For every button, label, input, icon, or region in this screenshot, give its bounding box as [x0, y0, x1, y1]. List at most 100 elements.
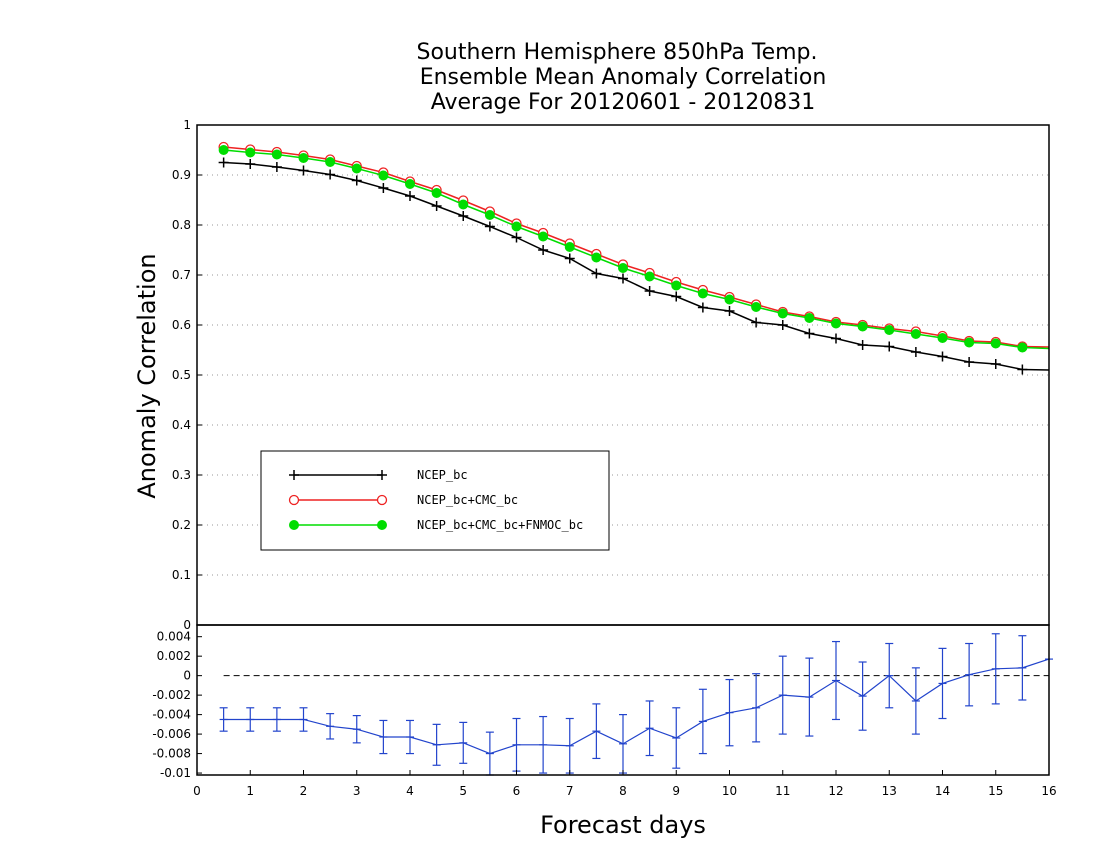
title-line-3: Average For 20120601 - 20120831 — [431, 90, 816, 115]
main-y-tick-labels: 0 0.1 0.2 0.3 0.4 0.5 0.6 0.7 0.8 0.9 1 — [172, 118, 202, 632]
x-axis-title: Forecast days — [540, 811, 706, 839]
x-tick-label: 12 — [828, 784, 843, 798]
series-1-point — [777, 320, 788, 330]
legend-label-1: NCEP_bc — [417, 468, 468, 482]
series-1-point — [671, 291, 682, 302]
main-panel: 0 0.1 0.2 0.3 0.4 0.5 0.6 0.7 0.8 0.9 1 — [172, 118, 1050, 632]
series-3-point — [591, 252, 602, 263]
main-y-tick-label: 0.1 — [172, 568, 191, 582]
legend-marker-2 — [288, 494, 300, 506]
series-3-point — [884, 325, 895, 335]
x-tick-label: 15 — [988, 784, 1003, 798]
series-3-point — [937, 333, 948, 343]
diff-y-tick-labels: 0.004 0.002 0 -0.002 -0.004 -0.006 -0.008 -0.01 — [152, 630, 202, 780]
series-3-point — [671, 280, 682, 291]
main-y-tick-label: 0.6 — [172, 318, 191, 332]
series-1-point — [884, 341, 895, 352]
series-1-point — [325, 169, 336, 180]
diff-y-tick-label: -0.004 — [152, 708, 191, 722]
title-line-1: Southern Hemisphere 850hPa Temp. — [417, 40, 818, 65]
series-line-2 — [223, 146, 1050, 348]
series-3-point — [271, 149, 282, 160]
series-3-point — [405, 179, 415, 189]
series-line-3 — [223, 149, 1050, 350]
title-line-2: Ensemble Mean Anomaly Correlation — [420, 65, 827, 90]
series-1-point — [724, 306, 735, 316]
series-1-point — [591, 268, 602, 279]
series-3-point — [724, 294, 735, 305]
series-3-point — [458, 199, 469, 210]
series-3-point — [751, 302, 762, 312]
legend-marker-1 — [377, 470, 387, 480]
series-1-point — [271, 162, 282, 172]
series-3-point — [618, 263, 628, 273]
legend-label-2: NCEP_bc+CMC_bc — [417, 493, 518, 507]
main-y-tick-label: 0.4 — [172, 418, 191, 432]
diff-y-tick-label: 0.004 — [157, 630, 191, 644]
series-3-point — [831, 318, 841, 329]
legend-marker-1 — [289, 470, 299, 480]
series-1-point — [351, 175, 362, 186]
diff-y-tick-label: -0.006 — [152, 727, 191, 741]
series-1-point — [378, 183, 389, 193]
series-1-point — [751, 317, 762, 328]
x-tick-label: 4 — [406, 784, 414, 798]
series-3-point — [298, 153, 309, 163]
x-tick-label: 10 — [722, 784, 737, 798]
series-1-point — [218, 157, 229, 168]
series-3-point — [564, 242, 575, 252]
main-y-tick-label: 1 — [183, 118, 191, 132]
series-1-point — [484, 221, 495, 232]
x-tick-label: 0 — [193, 784, 201, 798]
series-1-point — [831, 333, 841, 344]
series-1-point — [431, 201, 442, 211]
series-1-point — [697, 302, 708, 313]
main-y-tick-label: 0.8 — [172, 218, 191, 232]
series-3-point — [245, 147, 256, 158]
series-1-point — [1017, 364, 1028, 375]
diff-y-tick-label: 0.002 — [157, 649, 191, 663]
main-y-tick-label: 0.7 — [172, 268, 191, 282]
series-1-point — [405, 191, 415, 201]
series-1-point — [245, 159, 256, 169]
series-1-point — [538, 245, 549, 255]
x-axis-ticks: 0 1 2 3 4 5 6 7 8 9 10 11 12 13 14 15 16 — [193, 770, 1057, 798]
main-y-tick-label: 0.3 — [172, 468, 191, 482]
series-3-point — [538, 231, 549, 242]
series-1-point — [937, 351, 948, 362]
legend-items: NCEP_bc NCEP_bc+CMC_bc NCEP_bc+CMC_bc+FNMO… — [288, 468, 583, 532]
series-1-point — [910, 347, 921, 357]
series-3-point — [378, 170, 389, 181]
diff-y-tick-label: 0 — [183, 669, 191, 683]
series-3-point — [777, 308, 788, 319]
diff-y-tick-label: -0.01 — [160, 766, 191, 780]
x-tick-label: 2 — [300, 784, 308, 798]
series-3-point — [1017, 342, 1028, 353]
series-3-point — [431, 188, 442, 198]
series-1-point — [857, 340, 868, 350]
x-tick-label: 8 — [619, 784, 627, 798]
series-3-point — [484, 210, 495, 220]
x-tick-label: 6 — [513, 784, 521, 798]
series-3-point — [697, 288, 708, 299]
legend-marker-2 — [376, 494, 388, 506]
difference-panel: 0.004 0.002 0 -0.002 -0.004 -0.006 -0.008 -0.01 — [152, 624, 1053, 780]
series-1-point — [458, 211, 469, 221]
series-1-point — [298, 165, 309, 176]
main-y-tick-label: 0.9 — [172, 168, 191, 182]
series-line-1 — [223, 161, 1050, 371]
diff-series — [219, 633, 1053, 776]
x-tick-label: 9 — [672, 784, 680, 798]
diff-y-tick-label: -0.002 — [152, 688, 191, 702]
series-1-point — [804, 328, 815, 339]
series-1-point — [990, 359, 1001, 369]
x-tick-label: 7 — [566, 784, 574, 798]
x-tick-label: 11 — [775, 784, 790, 798]
legend-marker-3 — [377, 520, 387, 530]
y-axis-title: Anomaly Correlation — [133, 253, 161, 498]
x-tick-label: 16 — [1041, 784, 1056, 798]
series-3-point — [351, 163, 362, 174]
main-y-tick-label: 0 — [183, 618, 191, 632]
series-1-point — [964, 357, 975, 367]
series-1-point — [564, 253, 575, 264]
